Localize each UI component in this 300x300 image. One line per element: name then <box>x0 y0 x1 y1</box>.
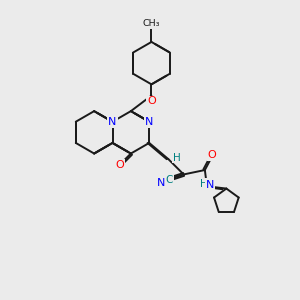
Text: C: C <box>166 175 173 185</box>
Text: N: N <box>108 117 117 127</box>
Text: H: H <box>200 179 208 189</box>
Text: N: N <box>145 117 153 127</box>
Text: O: O <box>147 96 156 106</box>
Text: N: N <box>206 180 214 190</box>
Text: N: N <box>157 178 165 188</box>
Text: H: H <box>173 153 181 163</box>
Text: CH₃: CH₃ <box>143 19 160 28</box>
Text: O: O <box>208 150 217 160</box>
Text: O: O <box>115 160 124 170</box>
